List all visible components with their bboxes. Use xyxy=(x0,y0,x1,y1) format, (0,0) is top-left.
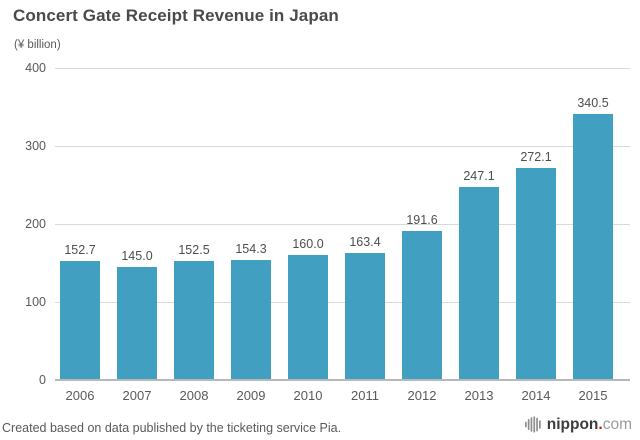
page-title: Concert Gate Receipt Revenue in Japan xyxy=(13,6,339,25)
x-axis-baseline xyxy=(55,379,630,381)
bar-2011 xyxy=(345,252,385,380)
gridline xyxy=(55,224,630,225)
x-axis-tick-label: 2013 xyxy=(464,388,494,403)
bar-2010 xyxy=(288,255,328,380)
y-axis-tick-label: 300 xyxy=(25,139,46,153)
bar-value-label: 340.5 xyxy=(577,96,609,111)
x-axis-tick-label: 2009 xyxy=(236,388,266,403)
bar-value-label: 163.4 xyxy=(349,234,381,249)
bar-2009 xyxy=(231,259,271,380)
bar-2007 xyxy=(117,266,157,380)
bar-2015 xyxy=(573,114,613,380)
x-axis-tick-label: 2007 xyxy=(122,388,152,403)
bar-value-label: 191.6 xyxy=(406,212,438,227)
y-axis-tick-label: 200 xyxy=(25,217,46,231)
gridline xyxy=(55,68,630,69)
nippon-logo-link[interactable]: nippon.com xyxy=(524,415,632,434)
y-axis-tick-label: 0 xyxy=(39,373,46,387)
x-axis-tick-label: 2012 xyxy=(407,388,437,403)
bar-value-label: 152.7 xyxy=(64,242,96,257)
logo-tld: com xyxy=(602,415,632,433)
bar-2014 xyxy=(516,167,556,380)
x-axis-tick-label: 2010 xyxy=(293,388,323,403)
x-axis-tick-label: 2011 xyxy=(351,388,379,403)
gridline xyxy=(55,302,630,303)
bar-2006 xyxy=(60,260,100,380)
x-axis-tick-label: 2015 xyxy=(578,388,608,403)
logo-dot: . xyxy=(598,415,603,433)
x-axis-tick-label: 2006 xyxy=(65,388,95,403)
bar-2013 xyxy=(459,187,499,380)
bar-value-label: 272.1 xyxy=(520,149,552,164)
x-axis-tick-label: 2008 xyxy=(179,388,209,403)
nippon-logo-text: nippon.com xyxy=(547,416,632,434)
bar-value-label: 160.0 xyxy=(292,237,324,252)
bar-value-label: 154.3 xyxy=(235,241,267,256)
y-axis-tick-label: 100 xyxy=(25,295,46,309)
bar-value-label: 247.1 xyxy=(463,169,495,184)
plot-area: 152.7 145.0 152.5 154.3 160.0 163.4 191.6 247.1… xyxy=(55,68,630,381)
gridline xyxy=(55,146,630,147)
equalizer-globe-icon xyxy=(524,416,541,433)
bar-value-label: 152.5 xyxy=(178,243,210,258)
bar-2008 xyxy=(174,261,214,380)
logo-name: nippon xyxy=(546,415,599,433)
bar-2012 xyxy=(402,230,442,380)
x-axis-tick-label: 2014 xyxy=(521,388,551,403)
footer-source-note: Created based on data published by the t… xyxy=(2,421,342,435)
y-axis-unit-label: (¥ billion) xyxy=(14,39,61,51)
y-axis-tick-label: 400 xyxy=(25,61,46,75)
bar-value-label: 145.0 xyxy=(121,248,153,263)
